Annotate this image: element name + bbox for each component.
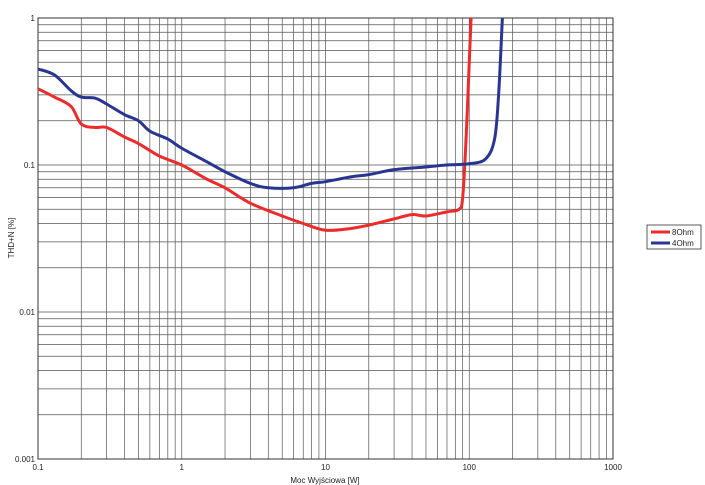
y-tick-label: 1 xyxy=(31,14,36,23)
x-tick-label: 0.1 xyxy=(32,463,44,472)
legend: 8Ohm 4Ohm xyxy=(646,224,702,250)
grid xyxy=(38,18,613,459)
y-tick-label: 0.1 xyxy=(24,161,36,170)
y-tick-labels: 0.001 0.01 0.1 1 xyxy=(15,14,36,464)
x-tick-label: 1 xyxy=(180,463,185,472)
x-tick-label: 1000 xyxy=(604,463,622,472)
y-tick-label: 0.001 xyxy=(15,455,36,464)
y-tick-label: 0.01 xyxy=(19,308,35,317)
x-tick-label: 10 xyxy=(321,463,330,472)
legend-box xyxy=(646,224,702,250)
x-axis-label: Moc Wyjściowa [W] xyxy=(290,476,359,485)
series-line-8ohm xyxy=(37,17,473,232)
legend-label-4ohm: 4Ohm xyxy=(672,239,694,248)
series-lines xyxy=(37,17,504,232)
plot-frame xyxy=(37,17,614,460)
series-line-4ohm xyxy=(37,17,504,190)
x-tick-labels: 0.1 1 10 100 1000 xyxy=(32,463,622,472)
y-axis-label: THD+N [%] xyxy=(7,218,16,259)
legend-label-8ohm: 8Ohm xyxy=(672,228,694,237)
x-tick-label: 100 xyxy=(463,463,477,472)
